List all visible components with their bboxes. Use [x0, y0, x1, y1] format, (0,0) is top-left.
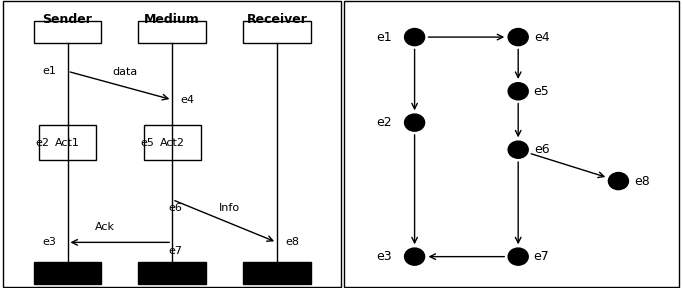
- Circle shape: [608, 173, 629, 190]
- Text: e6: e6: [534, 143, 550, 156]
- Bar: [138, 21, 206, 43]
- Text: e1: e1: [42, 66, 56, 76]
- Bar: [34, 21, 102, 43]
- Text: e5: e5: [140, 138, 154, 147]
- Text: e5: e5: [534, 85, 550, 98]
- Text: e4: e4: [181, 95, 194, 105]
- Text: e8: e8: [285, 237, 299, 247]
- Text: e8: e8: [634, 175, 650, 187]
- Bar: [34, 262, 102, 284]
- Text: data: data: [113, 67, 138, 77]
- Text: Receiver: Receiver: [246, 14, 308, 26]
- Text: e1: e1: [376, 31, 392, 43]
- Text: e3: e3: [42, 237, 56, 247]
- Bar: [243, 21, 310, 43]
- Circle shape: [404, 29, 425, 46]
- Text: e4: e4: [534, 31, 550, 43]
- Text: Medium: Medium: [145, 14, 200, 26]
- Circle shape: [508, 248, 529, 265]
- Text: e7: e7: [534, 250, 550, 263]
- Bar: [143, 126, 201, 160]
- Text: e6: e6: [168, 203, 183, 213]
- Text: e2: e2: [376, 116, 392, 129]
- Bar: [138, 262, 206, 284]
- Text: e3: e3: [376, 250, 392, 263]
- Circle shape: [404, 114, 425, 131]
- Text: Act1: Act1: [55, 138, 80, 147]
- Circle shape: [508, 141, 529, 158]
- Bar: [243, 262, 310, 284]
- Text: e7: e7: [168, 246, 183, 256]
- Text: Ack: Ack: [95, 222, 115, 232]
- Text: Act2: Act2: [160, 138, 185, 147]
- Circle shape: [508, 83, 529, 100]
- Circle shape: [508, 29, 529, 46]
- Text: e2: e2: [35, 138, 49, 147]
- Bar: [39, 126, 96, 160]
- Text: Sender: Sender: [42, 14, 93, 26]
- Circle shape: [404, 248, 425, 265]
- Text: Info: Info: [219, 203, 240, 213]
